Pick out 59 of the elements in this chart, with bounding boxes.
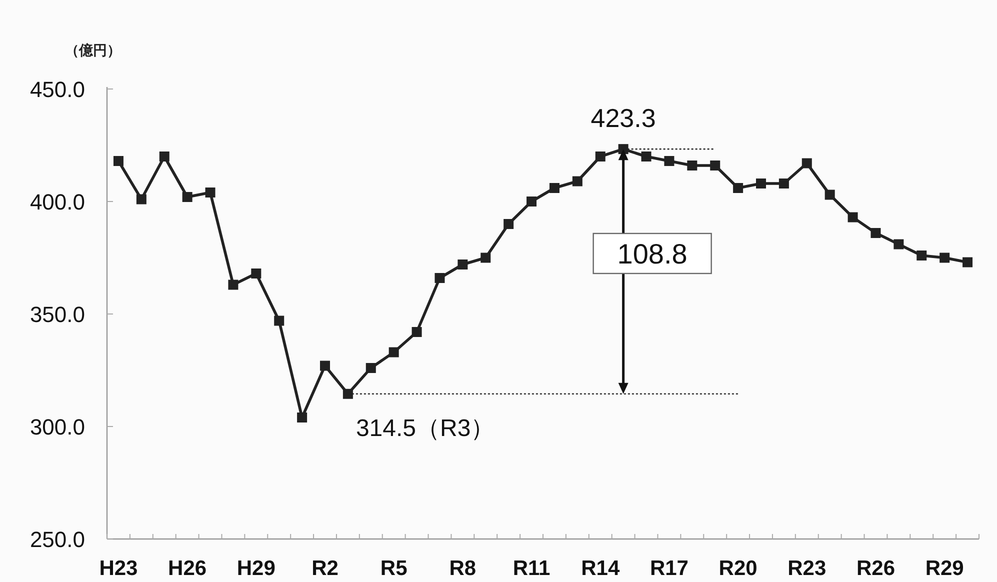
- y-tick-label: 250.0: [30, 527, 85, 552]
- point: [182, 192, 192, 202]
- point: [251, 268, 262, 278]
- annotation: 423.3: [590, 103, 656, 134]
- x-tick-label: R2: [312, 557, 338, 580]
- point: [274, 316, 284, 326]
- point: [894, 239, 904, 250]
- annotation: 314.5（R3）: [356, 414, 495, 442]
- y-tick-label: 450.0: [30, 77, 85, 102]
- point: [664, 156, 674, 166]
- x-tick-label: R23: [788, 557, 826, 580]
- x-tick-label: H26: [168, 557, 207, 580]
- point: [504, 219, 514, 229]
- x-tick-label: R26: [856, 557, 895, 580]
- x-tick-label: H23: [99, 557, 138, 580]
- point: [778, 178, 789, 188]
- point: [802, 158, 812, 168]
- y-tick-label: 350.0: [30, 302, 85, 327]
- point: [388, 347, 399, 358]
- point: [297, 412, 308, 422]
- point: [480, 252, 491, 263]
- point: [366, 363, 376, 373]
- point: [687, 160, 698, 170]
- point: [159, 152, 170, 162]
- point: [342, 388, 353, 399]
- point: [641, 152, 652, 162]
- y-axis-title: （億円）: [65, 42, 121, 58]
- x-tick-label: R14: [581, 557, 620, 580]
- annotation: 108.8: [617, 238, 688, 270]
- y-tick-label: 400.0: [30, 190, 85, 214]
- point: [595, 152, 606, 162]
- point: [824, 190, 835, 200]
- x-tick-label: R8: [449, 557, 476, 580]
- point: [205, 188, 216, 198]
- point: [228, 280, 238, 290]
- y-tick-label: 300.0: [30, 414, 85, 440]
- point: [710, 160, 720, 170]
- x-tick-label: R20: [718, 557, 758, 580]
- point: [434, 273, 445, 283]
- point: [572, 176, 582, 186]
- x-tick-label: R11: [512, 557, 551, 580]
- point: [962, 257, 973, 268]
- point: [412, 327, 422, 337]
- x-tick-label: R29: [925, 557, 964, 580]
- point: [136, 194, 146, 204]
- point: [113, 156, 124, 166]
- x-tick-label: R17: [650, 557, 688, 580]
- point: [458, 260, 468, 270]
- point: [870, 228, 881, 238]
- point: [526, 196, 537, 206]
- point: [756, 178, 766, 188]
- point: [733, 183, 744, 193]
- x-tick-label: R5: [380, 557, 408, 580]
- point: [848, 212, 858, 222]
- point: [320, 360, 330, 371]
- point: [549, 183, 560, 193]
- x-tick-label: H29: [236, 557, 276, 580]
- point: [916, 250, 927, 260]
- point: [940, 252, 950, 263]
